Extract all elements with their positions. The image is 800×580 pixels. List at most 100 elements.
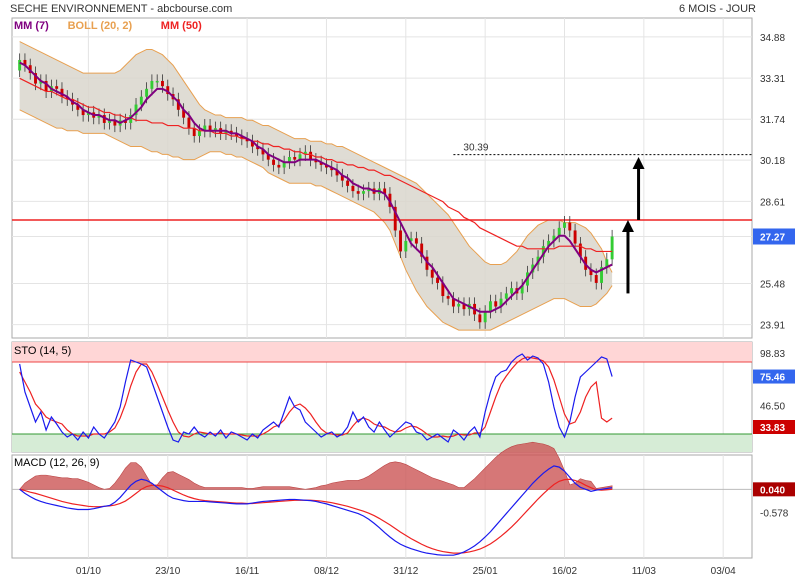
candle-body xyxy=(303,151,307,155)
candle-body xyxy=(23,59,27,66)
candle-body xyxy=(441,282,445,297)
candle-body xyxy=(266,154,270,160)
candle-body xyxy=(325,164,328,168)
price-y-tick-label: 31.74 xyxy=(760,115,785,126)
candle-body xyxy=(520,285,524,294)
candle-body xyxy=(356,191,360,194)
sto-d-line xyxy=(19,356,613,438)
candle-body xyxy=(605,259,609,268)
candle-body xyxy=(314,159,318,163)
candle-body xyxy=(123,120,127,123)
x-tick-label: 16/02 xyxy=(552,566,577,577)
candle-body xyxy=(287,157,291,163)
ma7-line xyxy=(19,61,613,313)
price-legend-label: MM (7) xyxy=(14,20,49,32)
candle-body xyxy=(504,293,508,299)
sto-overbought-zone xyxy=(12,342,752,362)
candle-body xyxy=(203,125,207,131)
price-last-value: 27.27 xyxy=(760,232,785,243)
candle-body xyxy=(224,130,228,134)
candle-body xyxy=(547,240,551,247)
breakout-arrow-head xyxy=(621,219,634,232)
candle-body xyxy=(600,267,603,283)
candle-body xyxy=(494,301,498,307)
candle-body xyxy=(330,167,334,171)
price-legend-label: BOLL (20, 2) xyxy=(68,20,133,32)
bollinger-lower-line xyxy=(19,109,613,331)
candle-body xyxy=(446,296,450,299)
candle-body xyxy=(272,159,276,165)
candle-body xyxy=(113,120,117,126)
candle-body xyxy=(404,240,408,252)
chart-period: 6 MOIS - JOUR xyxy=(678,3,756,15)
candle-body xyxy=(261,149,265,155)
price-last-badge xyxy=(753,228,795,245)
bollinger-upper-line xyxy=(19,41,613,273)
candle-body xyxy=(552,235,556,241)
candle-body xyxy=(293,157,297,160)
candle-body xyxy=(610,236,614,260)
x-tick-label: 08/12 xyxy=(314,566,339,577)
candle-body xyxy=(192,128,196,137)
candle-body xyxy=(335,170,339,176)
candle-body xyxy=(367,188,371,192)
candle-body xyxy=(594,275,598,283)
candle-body xyxy=(240,136,244,139)
ma50-line xyxy=(19,77,613,253)
candle-body xyxy=(235,133,238,137)
candle-body xyxy=(97,115,101,118)
candle-body xyxy=(250,141,254,147)
candle-body xyxy=(34,73,37,84)
candle-body xyxy=(578,243,582,257)
candle-body xyxy=(346,180,350,186)
candle-body xyxy=(176,99,180,110)
candle-body xyxy=(166,86,170,95)
x-tick-label: 31/12 xyxy=(393,566,418,577)
macd-signal-line xyxy=(19,478,613,554)
candle-body xyxy=(213,128,217,131)
candle-body xyxy=(488,301,492,312)
price-y-tick-label: 28.61 xyxy=(760,197,785,208)
candle-body xyxy=(198,130,201,137)
price-y-tick-label: 30.18 xyxy=(760,156,785,167)
candle-body xyxy=(18,59,22,71)
candle-body xyxy=(451,298,455,307)
sto-d-value: 33.83 xyxy=(760,423,785,434)
candle-body xyxy=(277,164,281,168)
candle-body xyxy=(86,112,90,116)
candle-body xyxy=(129,115,133,123)
macd-histogram xyxy=(18,441,613,490)
price-y-tick-label: 34.88 xyxy=(760,33,785,44)
price-legend-label: MM (50) xyxy=(161,20,202,32)
candle-body xyxy=(399,230,402,252)
candle-body xyxy=(55,86,59,89)
candle-body xyxy=(510,288,514,294)
candle-body xyxy=(229,130,233,134)
candle-body xyxy=(108,120,112,123)
chart-title: SECHE ENVIRONNEMENT - abcbourse.com xyxy=(10,3,233,15)
x-tick-label: 11/03 xyxy=(632,566,657,577)
candle-body xyxy=(414,238,418,244)
sto-k-line xyxy=(19,353,613,443)
candle-body xyxy=(256,146,260,150)
candle-body xyxy=(81,109,85,116)
price-y-tick-label: 25.48 xyxy=(760,279,785,290)
candle-body xyxy=(541,246,545,257)
macd-line xyxy=(19,465,613,556)
sto-oversold-zone xyxy=(12,434,752,452)
candle-body xyxy=(187,117,191,129)
candle-body xyxy=(393,206,397,231)
candle-body xyxy=(44,80,48,92)
candle-body xyxy=(409,238,413,241)
candle-body xyxy=(208,125,212,131)
x-tick-label: 03/04 xyxy=(711,566,736,577)
candle-body xyxy=(557,227,561,236)
candle-body xyxy=(563,222,566,228)
macd-y-tick-label: -0.578 xyxy=(760,509,789,520)
candle-body xyxy=(573,230,577,244)
candle-body xyxy=(462,303,466,310)
sto-y-tick-label: 46.50 xyxy=(760,402,785,413)
candle-body xyxy=(589,269,593,276)
sto-d-badge xyxy=(753,420,795,434)
x-tick-label: 23/10 xyxy=(155,566,180,577)
